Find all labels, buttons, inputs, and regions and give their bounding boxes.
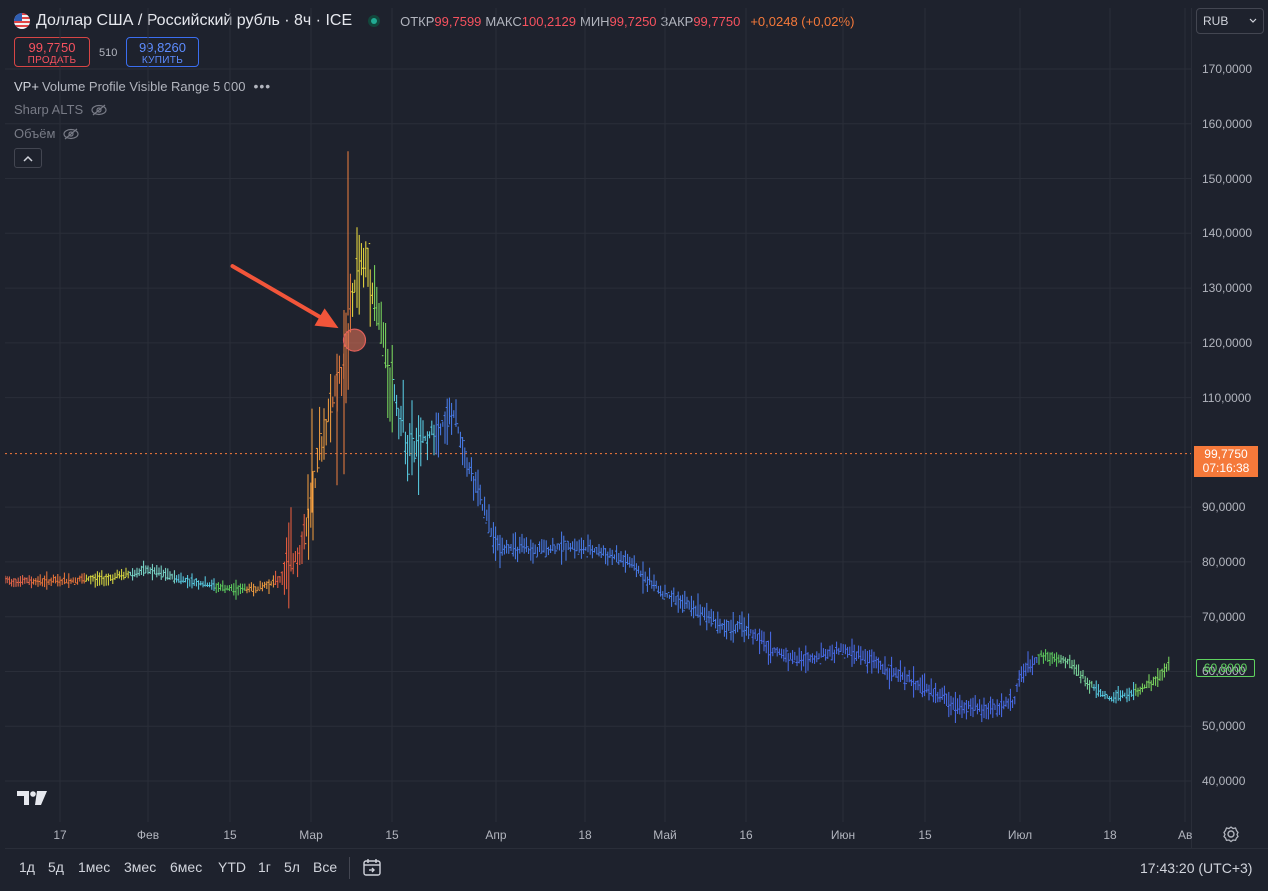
ohlc-value: 99,7599 (434, 13, 482, 29)
range-button[interactable]: 6мес (170, 859, 203, 875)
symbol-title[interactable]: Доллар США / Российский рубль · 8ч · ICE (36, 12, 353, 29)
ohlc-value: 99,7250 (609, 13, 657, 29)
currency-select[interactable]: RUB (1196, 8, 1264, 34)
eye-crossed-icon[interactable] (91, 104, 107, 116)
price-tick: 170,0000 (1202, 62, 1253, 76)
currency-value: RUB (1203, 14, 1229, 28)
indicator-volume[interactable]: Объём (14, 126, 80, 141)
price-tick: 70,0000 (1202, 609, 1246, 624)
buy-label: КУПИТЬ (141, 55, 184, 66)
price-tick: 50,0000 (1202, 719, 1246, 734)
more-icon[interactable]: ••• (253, 78, 272, 94)
vp-name: Volume Profile Visible Range 5 000 (41, 78, 246, 94)
time-tick: 16 (739, 828, 753, 842)
time-tick: Мар (299, 828, 323, 842)
range-button[interactable]: 1мес (78, 859, 111, 875)
price-tick: 130,0000 (1202, 281, 1253, 296)
sell-label: ПРОДАТЬ (27, 55, 77, 66)
buy-button[interactable]: 99,8260 КУПИТЬ (126, 37, 199, 67)
range-button[interactable]: 5л (284, 859, 300, 875)
indicator-vp[interactable]: VP+ Volume Profile Visible Range 5 000 •… (14, 78, 271, 94)
ohlc-label: ОТКР (400, 13, 435, 29)
range-button[interactable]: 1д (19, 859, 35, 875)
range-button[interactable]: 1г (258, 859, 271, 875)
time-tick: 15 (385, 828, 399, 842)
price-tick: 40,0000 (1202, 774, 1246, 788)
collapse-legend-button[interactable] (14, 148, 42, 168)
ohlc-label: МАКС (485, 13, 522, 29)
price-tick: 140,0000 (1202, 226, 1253, 241)
annotation-arrow-shaft[interactable] (230, 264, 333, 326)
time-tick: 18 (578, 828, 592, 842)
toolbar-separator (349, 857, 350, 879)
us-flag-icon (14, 13, 30, 29)
time-tick: Июл (1007, 828, 1033, 842)
gear-icon[interactable] (1222, 825, 1240, 843)
sharp-name: Sharp ALTS (14, 102, 84, 117)
range-button[interactable]: 5д (48, 859, 64, 875)
indicator-sharp[interactable]: Sharp ALTS (14, 102, 107, 117)
chevron-up-icon (23, 155, 33, 162)
time-tick: Май (653, 828, 677, 842)
price-tick: 120,0000 (1202, 335, 1253, 350)
spread-value: 510 (99, 47, 118, 59)
symbol-header: Доллар США / Российский рубль · 8ч · ICE… (14, 11, 858, 31)
annotation-circle[interactable] (342, 328, 367, 352)
buy-price: 99,8260 (139, 40, 186, 55)
countdown: 07:16:38 (1202, 461, 1250, 475)
price-tick: 90,0000 (1202, 500, 1246, 515)
ohlc-value: 100,2129 (521, 13, 576, 29)
price-tick: 110,0000 (1202, 390, 1252, 405)
chevron-down-icon (1249, 18, 1257, 23)
market-status-icon[interactable] (368, 15, 381, 27)
sell-price: 99,7750 (28, 40, 76, 55)
price-tick: 80,0000 (1202, 554, 1246, 569)
time-tick: 15 (223, 828, 237, 842)
range-button[interactable]: 3мес (124, 859, 157, 875)
tradingview-logo-icon[interactable] (16, 789, 48, 807)
time-tick: 18 (1103, 828, 1117, 842)
last-price-value: 99,7750 (1204, 447, 1248, 461)
eye-crossed-icon[interactable] (63, 128, 80, 140)
time-tick: Ав (1178, 828, 1193, 842)
ohlc-label: ЗАКР (660, 13, 694, 29)
annotation-arrow-head[interactable] (314, 308, 339, 329)
price-tick: 60,0000 (1202, 664, 1246, 679)
change-value: +0,0248 (+0,02%) (750, 13, 855, 29)
time-tick: Фев (136, 828, 160, 842)
vp-prefix: VP+ (14, 78, 39, 94)
ohlc-value: 99,7750 (693, 13, 741, 29)
ohlc-legend: ОТКР 99,7599 МАКС 100,2129 МИН 99,7250 ЗАКР 99,… (400, 14, 744, 29)
price-chart[interactable] (5, 8, 1191, 822)
clock[interactable]: 17:43:20 (UTC+3) (1140, 860, 1253, 876)
ohlc-label: МИН (579, 13, 610, 29)
range-button[interactable]: Все (313, 859, 338, 875)
arrow-annotation[interactable] (230, 264, 367, 352)
price-bars (5, 151, 1170, 723)
range-button[interactable]: YTD (218, 859, 246, 875)
volume-name: Объём (14, 126, 56, 141)
last-price-label: 99,7750 07:16:38 (1194, 446, 1258, 477)
time-tick: Апр (485, 828, 507, 842)
price-axis-divider (1191, 8, 1192, 848)
sell-button[interactable]: 99,7750 ПРОДАТЬ (14, 37, 90, 67)
time-tick: 17 (53, 828, 67, 842)
price-tick: 150,0000 (1202, 171, 1253, 186)
calendar-goto-icon[interactable] (362, 857, 382, 877)
time-tick: 15 (918, 828, 932, 842)
green-price-label: 60,8000 (1196, 659, 1255, 677)
time-tick: Июн (830, 828, 856, 842)
price-tick: 160,0000 (1202, 116, 1253, 131)
bottom-divider (5, 848, 1268, 849)
